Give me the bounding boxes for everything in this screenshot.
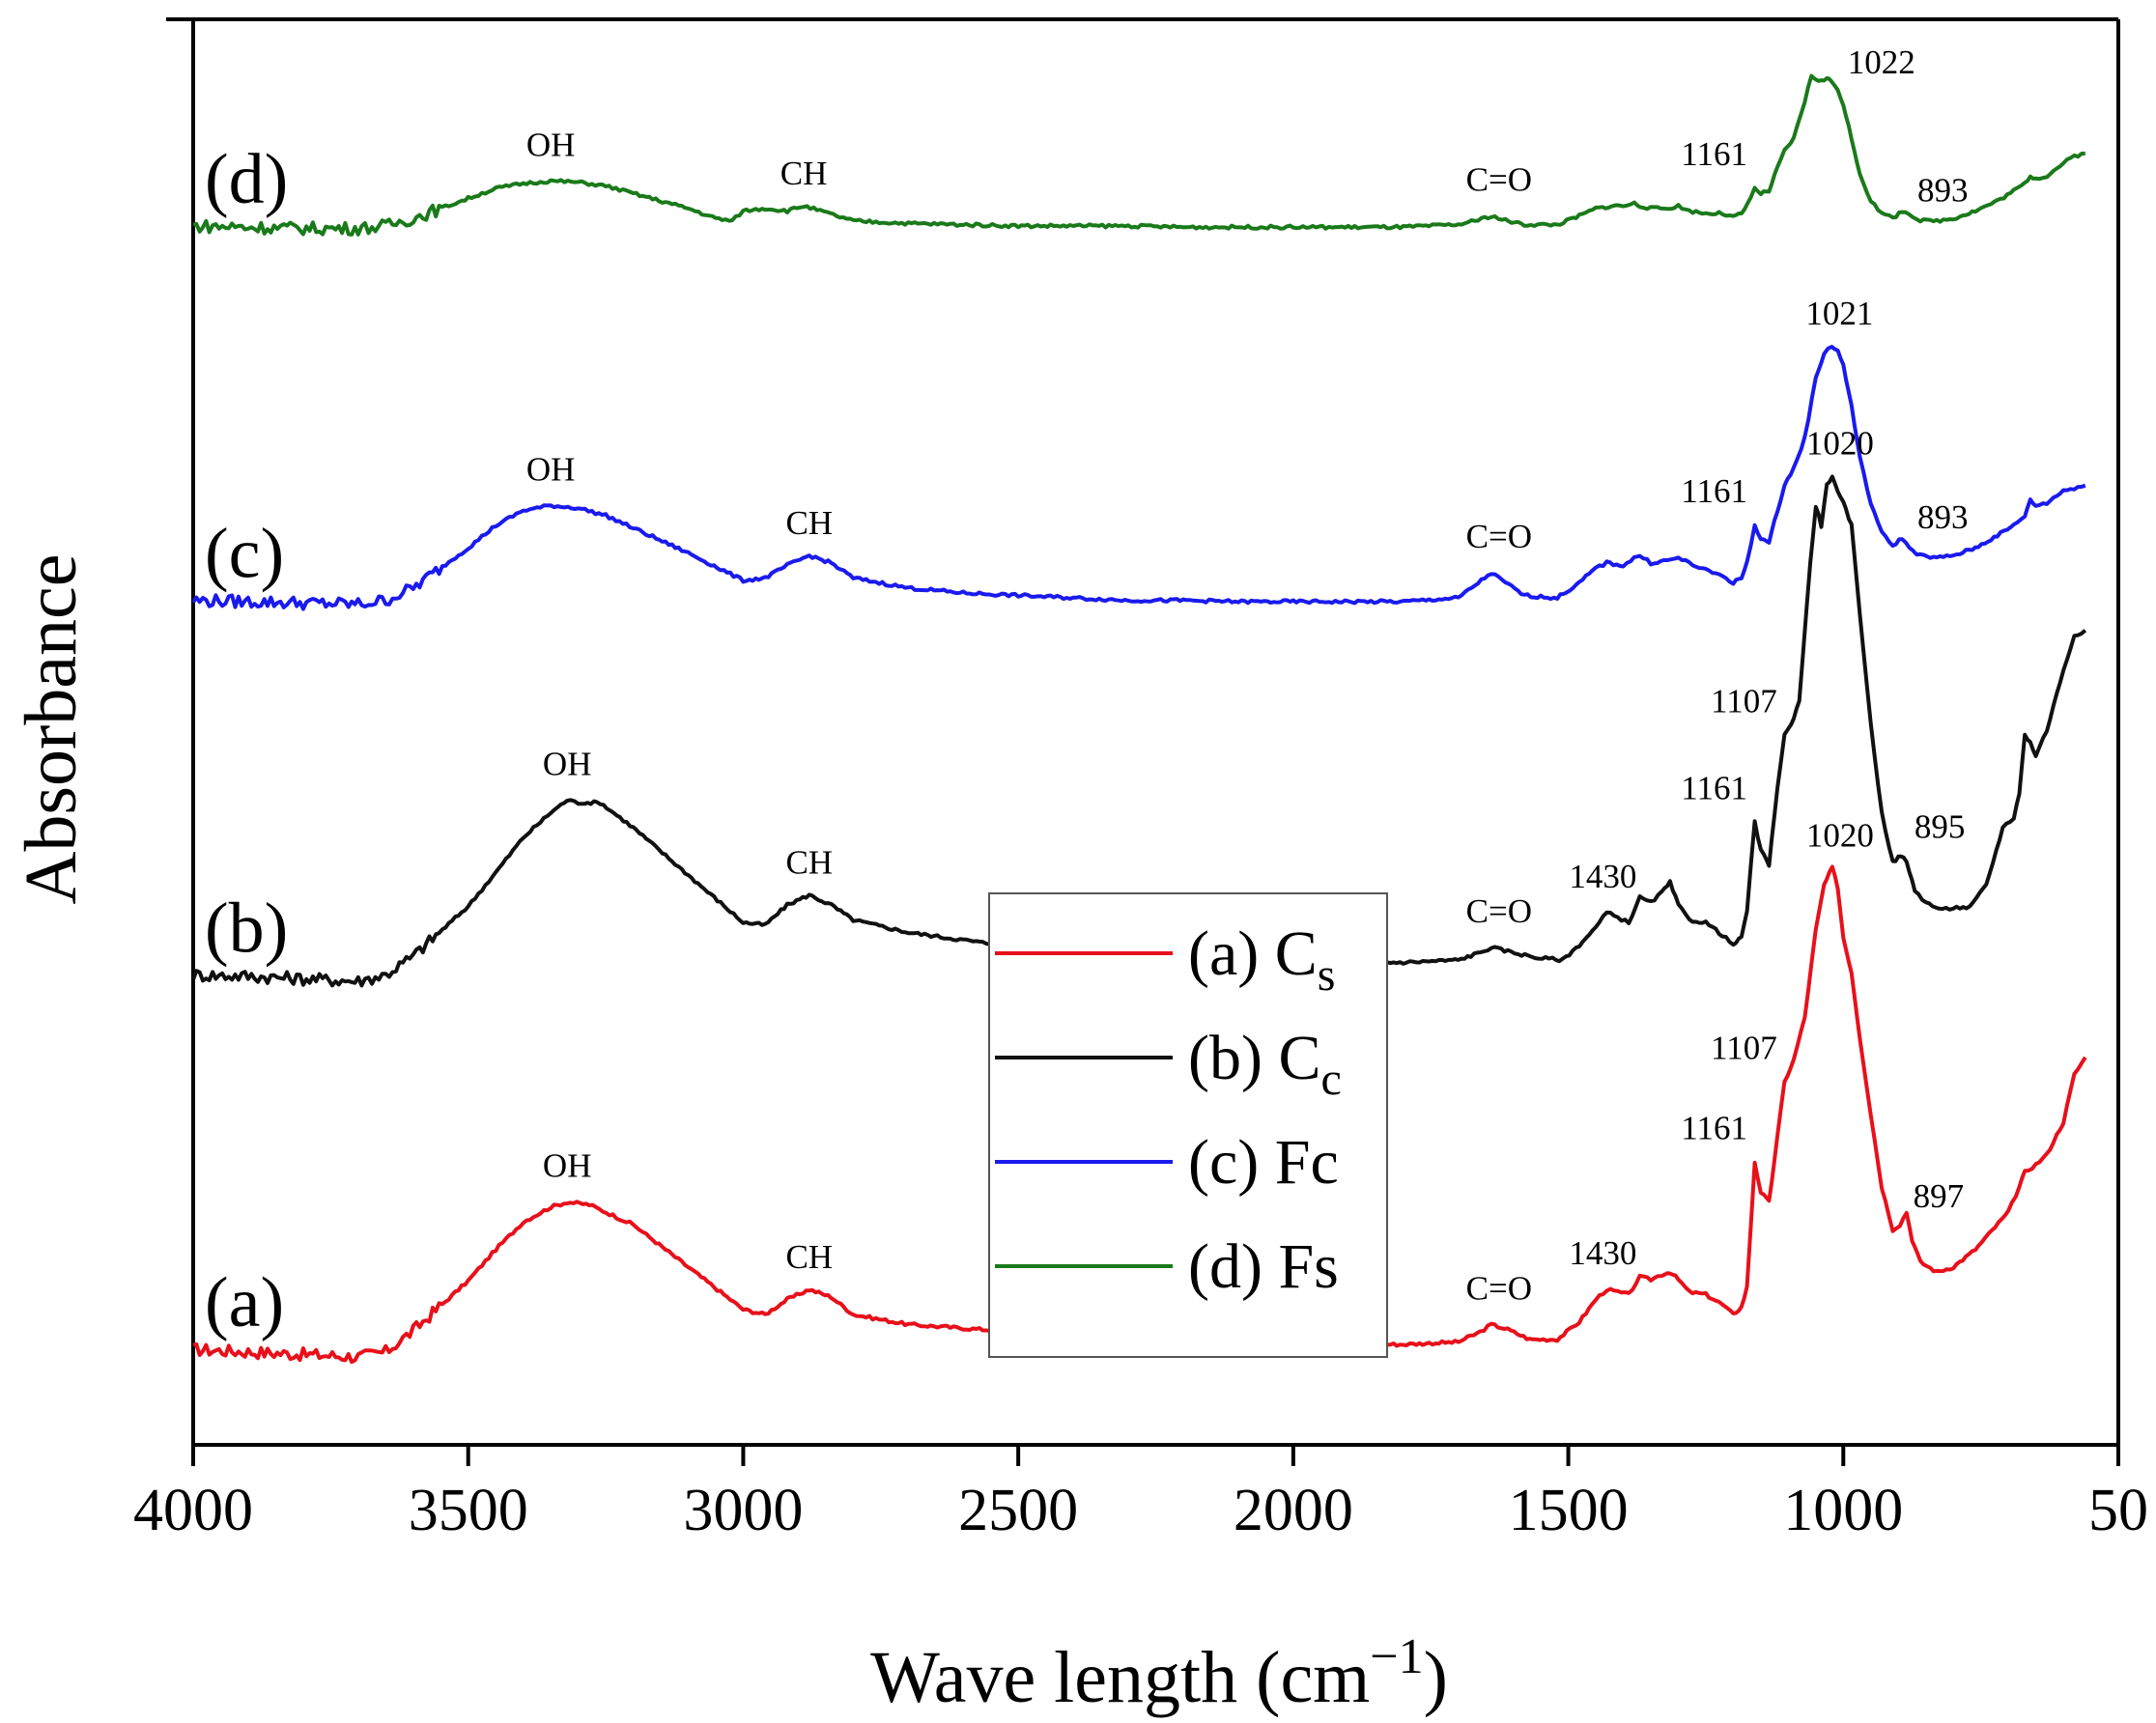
x-axis-title: Wave length (cm−1) — [870, 1629, 1448, 1718]
series-tag-b: (b) — [205, 889, 288, 968]
peak-label: 897 — [1914, 1177, 1965, 1215]
legend-label: (d) Fs — [1188, 1231, 1339, 1302]
legend: (a) Cs (b) Cc (c) Fc (d) Fs — [988, 892, 1388, 1358]
peak-label: CH — [785, 1238, 833, 1276]
peak-label: 1430 — [1569, 1234, 1636, 1272]
peak-label: OH — [543, 1147, 592, 1185]
series-line-c — [191, 345, 2086, 611]
x-tick-label: 3500 — [409, 1478, 528, 1543]
peak-label: 1161 — [1681, 472, 1747, 510]
peak-label: C=O — [1466, 1269, 1532, 1307]
legend-label: (b) Cc — [1188, 1023, 1342, 1105]
x-tick-label: 3000 — [683, 1478, 803, 1543]
peak-label: 1022 — [1848, 43, 1915, 81]
peak-label: C=O — [1466, 892, 1532, 930]
peak-label: 1107 — [1711, 682, 1777, 720]
plot-frame — [166, 17, 2120, 1447]
peak-label: 1020 — [1806, 816, 1874, 854]
legend-label-main: (d) Fs — [1188, 1231, 1339, 1302]
peak-label: 1107 — [1711, 1030, 1777, 1067]
x-tick-label: 2500 — [958, 1478, 1078, 1543]
peak-label: 895 — [1915, 807, 1966, 845]
y-axis-title: Absorbance — [11, 554, 92, 905]
legend-label-subscript: s — [1318, 949, 1336, 1001]
x-tick-label: 1000 — [1783, 1478, 1903, 1543]
x-tick-label: 4000 — [133, 1478, 253, 1543]
peak-label: 1021 — [1805, 295, 1873, 332]
x-tick-label: 2000 — [1234, 1478, 1353, 1543]
peak-label: 1430 — [1569, 858, 1636, 895]
x-axis-title-close: ) — [1424, 1637, 1448, 1718]
peak-label: OH — [526, 126, 576, 163]
peak-label: 893 — [1917, 498, 1969, 536]
legend-label-main: (a) C — [1188, 918, 1318, 989]
legend-box — [988, 892, 1388, 1358]
peak-label: C=O — [1466, 161, 1532, 199]
peak-label: 1161 — [1681, 770, 1747, 807]
peak-label: 1161 — [1681, 1109, 1747, 1146]
legend-label: (a) Cs — [1188, 918, 1335, 1001]
peak-label: 1020 — [1806, 424, 1874, 462]
x-axis-title-main: Wave length (cm — [870, 1637, 1370, 1718]
series-tag-a: (a) — [205, 1263, 284, 1342]
x-tick-label: 50 — [2088, 1478, 2148, 1543]
x-axis-title-sup: −1 — [1370, 1629, 1423, 1684]
peak-label: C=O — [1466, 518, 1532, 555]
series-tag-c: (c) — [205, 515, 284, 594]
x-axis-ticks: 4000 3500 3000 2500 2000 1500 1000 50 — [133, 1445, 2148, 1543]
peak-label: OH — [543, 745, 592, 782]
peak-label: CH — [785, 844, 833, 882]
peak-label: OH — [526, 450, 576, 488]
peak-label: CH — [785, 504, 833, 542]
peak-label: 893 — [1917, 171, 1969, 209]
x-tick-label: 1500 — [1509, 1478, 1629, 1543]
legend-label-main: (b) C — [1188, 1023, 1320, 1093]
series-tag-d: (d) — [205, 140, 288, 219]
legend-label: (c) Fc — [1188, 1127, 1339, 1198]
legend-label-subscript: c — [1320, 1054, 1341, 1105]
series-tags: (a) (b) (c) (d) — [205, 140, 288, 1342]
series-line-d — [192, 73, 2085, 237]
peak-label: CH — [780, 155, 828, 192]
legend-label-main: (c) Fc — [1188, 1127, 1339, 1198]
peak-annotations: OH CH C=O 1430 1161 1107 1020 897 OH CH C=O 1430 116… — [526, 43, 1969, 1307]
peak-label: 1161 — [1681, 135, 1747, 173]
